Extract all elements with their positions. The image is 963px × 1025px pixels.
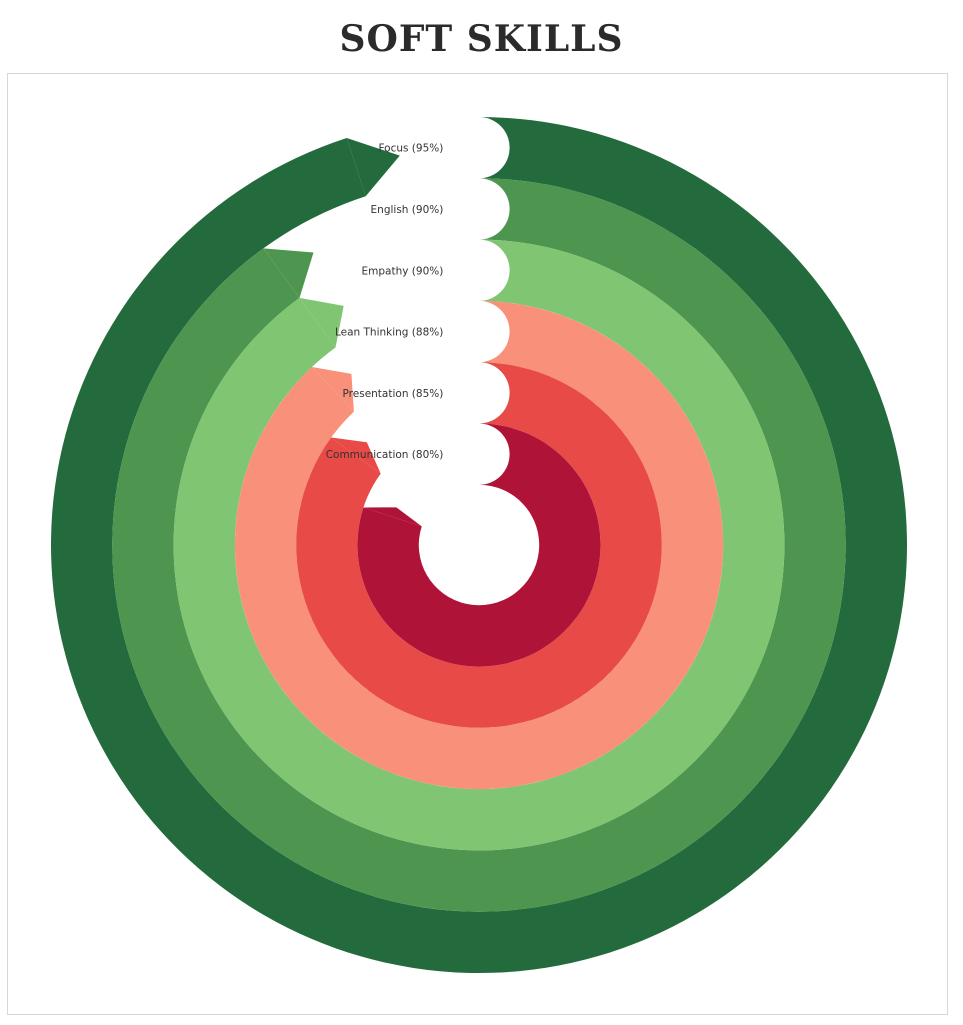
arc-presentation (296, 362, 662, 728)
arc-tip-empathy (299, 297, 344, 348)
arc-tip-presentation (331, 437, 381, 474)
arc-tip-english (263, 248, 314, 298)
arc-communication (357, 423, 601, 667)
chart-title: SOFT SKILLS (339, 18, 624, 60)
label-lean-thinking: Lean Thinking (88%) (335, 327, 443, 339)
chart-frame (7, 73, 948, 1015)
label-english: English (90%) (371, 204, 444, 216)
label-empathy: Empathy (90%) (362, 265, 444, 277)
labels-group: Focus (95%) English (90%) Empathy (90%) Lea… (326, 143, 444, 462)
label-focus: Focus (95%) (378, 143, 443, 155)
arc-tip-communication (363, 507, 422, 527)
arc-tip-lean-thinking (311, 367, 354, 412)
label-communication: Communication (80%) (326, 449, 444, 461)
arcs-group (50, 117, 908, 974)
arc-tip-focus (346, 137, 400, 197)
label-presentation: Presentation (85%) (343, 388, 444, 400)
